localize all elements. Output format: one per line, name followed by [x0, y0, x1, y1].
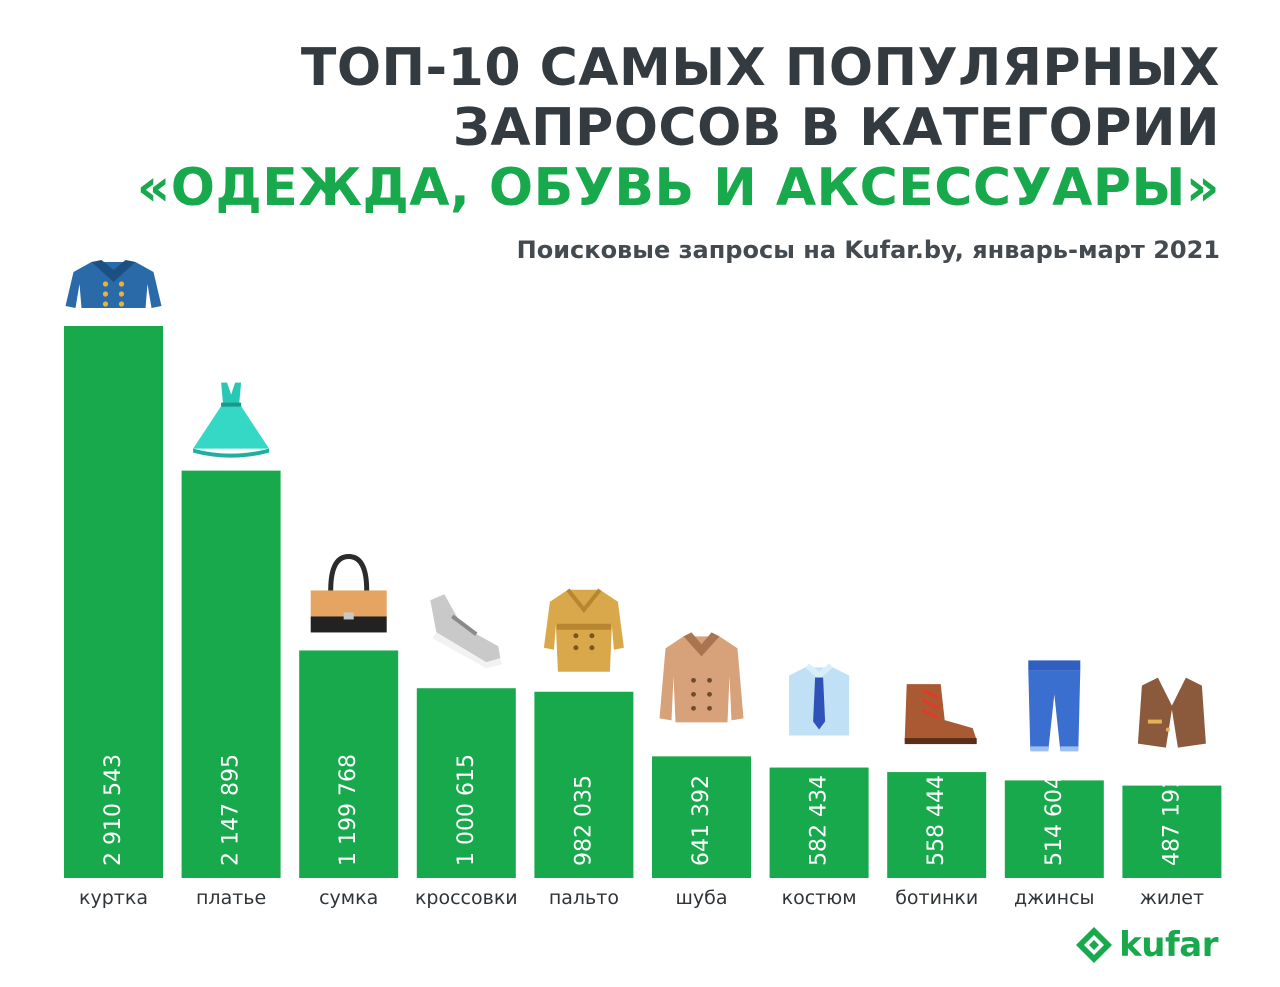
category-label-6: шуба — [676, 887, 728, 909]
bar-6 — [652, 756, 751, 878]
coat-icon — [65, 260, 162, 308]
value-label-9: 514 604 — [1042, 775, 1067, 866]
category-label-4: кроссовки — [415, 887, 518, 909]
category-label-10: жилет — [1140, 887, 1204, 909]
kufar-logo-text: kufar — [1119, 925, 1218, 965]
value-label-5: 982 035 — [571, 775, 596, 866]
bar-1 — [64, 326, 163, 878]
jeans-icon — [1028, 660, 1081, 752]
title-line-2: ЗАПРОСОВ В КАТЕГОРИИ — [452, 98, 1220, 158]
kufar-logo: kufar — [1075, 925, 1218, 965]
bar-3 — [299, 650, 399, 878]
shirt-tie-icon — [789, 663, 850, 736]
handbag-icon — [310, 553, 387, 633]
category-label-8: ботинки — [895, 887, 978, 909]
bar-10 — [1122, 785, 1222, 878]
title-line-3: «ОДЕЖДА, ОБУВЬ И АКСЕССУАРЫ» — [136, 158, 1220, 218]
chart-title: ТОП-10 САМЫХ ПОПУЛЯРНЫХ ЗАПРОСОВ В КАТЕГ… — [137, 38, 1220, 218]
bar-5 — [534, 691, 634, 878]
value-label-3: 1 199 768 — [336, 754, 361, 866]
boot-icon — [904, 684, 977, 745]
value-label-1: 2 910 543 — [101, 754, 126, 866]
value-label-4: 1 000 615 — [454, 754, 479, 866]
bar-4 — [416, 688, 516, 878]
value-label-8: 558 444 — [924, 775, 949, 866]
bar-8 — [887, 772, 987, 878]
dress-icon — [193, 382, 270, 458]
category-label-7: костюм — [782, 887, 857, 909]
chart-subtitle: Поисковые запросы на Kufar.by, январь-ма… — [516, 236, 1220, 264]
value-label-7: 582 434 — [807, 775, 832, 866]
bar-7 — [769, 767, 869, 878]
vest-icon — [1137, 677, 1206, 748]
value-label-10: 487 191 — [1159, 775, 1184, 866]
category-label-5: пальто — [549, 887, 619, 909]
bar-9 — [1004, 780, 1104, 878]
fur-coat-icon — [659, 632, 744, 723]
category-label-3: сумка — [319, 887, 378, 909]
kufar-logo-icon — [1076, 927, 1113, 963]
title-line-1: ТОП-10 САМЫХ ПОПУЛЯРНЫХ — [300, 38, 1220, 98]
value-label-6: 641 392 — [689, 775, 714, 866]
bar-2 — [181, 470, 281, 878]
trench-coat-icon — [543, 588, 624, 672]
sneaker-icon — [430, 594, 503, 669]
category-label-1: куртка — [79, 887, 148, 909]
value-label-2: 2 147 895 — [219, 754, 244, 866]
category-label-9: джинсы — [1014, 887, 1094, 909]
category-label-2: платье — [196, 887, 266, 909]
